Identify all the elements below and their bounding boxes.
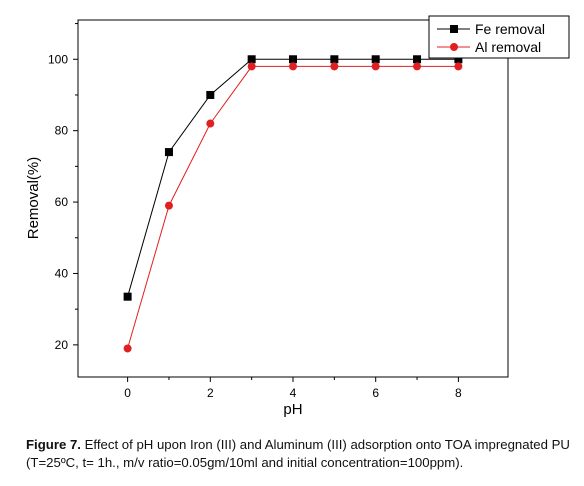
- caption-label: Figure 7.: [26, 437, 81, 452]
- data-point-fe: [247, 55, 256, 64]
- legend-fe-label: Fe removal: [475, 21, 545, 37]
- legend-fe-marker: [450, 25, 458, 33]
- legend-al-marker: [450, 43, 458, 51]
- x-tick-label: 0: [124, 386, 131, 400]
- data-point-al: [371, 62, 380, 71]
- x-tick-label: 2: [207, 386, 214, 400]
- figure-caption: Figure 7. Effect of pH upon Iron (III) a…: [26, 436, 578, 472]
- y-tick-label: 40: [55, 266, 69, 280]
- legend-al-label: Al removal: [475, 39, 541, 55]
- y-axis: 20 40 60 80 100: [48, 23, 78, 352]
- data-point-al: [247, 62, 256, 71]
- caption-text: Effect of pH upon Iron (III) and Aluminu…: [26, 437, 570, 470]
- y-tick-label: 80: [55, 124, 69, 138]
- data-point-al: [206, 119, 215, 128]
- data-point-fe: [371, 55, 380, 64]
- series-layer: [123, 55, 463, 353]
- line-chart: 0 2 4 6 8 20 40 60 80 100 pH Removal(%) Fe remov…: [25, 15, 570, 418]
- data-point-al: [413, 62, 422, 71]
- y-tick-label: 20: [55, 338, 69, 352]
- legend: Fe removal Al removal: [428, 15, 570, 59]
- data-point-fe: [123, 292, 132, 301]
- x-axis: 0 2 4 6 8: [124, 377, 462, 400]
- y-tick-label: 100: [48, 52, 68, 66]
- data-point-al: [164, 201, 173, 210]
- data-point-fe: [289, 55, 297, 64]
- x-tick-label: 6: [372, 386, 379, 400]
- data-point-fe: [164, 148, 173, 157]
- plot-frame: [77, 19, 509, 378]
- x-tick-label: 8: [455, 386, 462, 400]
- x-tick-label: 4: [290, 386, 297, 400]
- series-line-fe: [127, 58, 459, 297]
- data-point-fe: [454, 55, 463, 64]
- data-point-al: [454, 62, 463, 71]
- data-point-fe: [206, 90, 215, 99]
- y-tick-label: 60: [55, 195, 69, 209]
- data-point-al: [123, 344, 132, 353]
- data-point-fe: [330, 55, 339, 64]
- series-line-al: [127, 65, 459, 349]
- legend-box: [428, 15, 570, 59]
- data-point-al: [289, 62, 297, 71]
- y-axis-label: Removal(%): [25, 157, 42, 240]
- data-point-al: [330, 62, 339, 71]
- x-axis-label: pH: [283, 401, 302, 418]
- data-point-fe: [413, 55, 422, 64]
